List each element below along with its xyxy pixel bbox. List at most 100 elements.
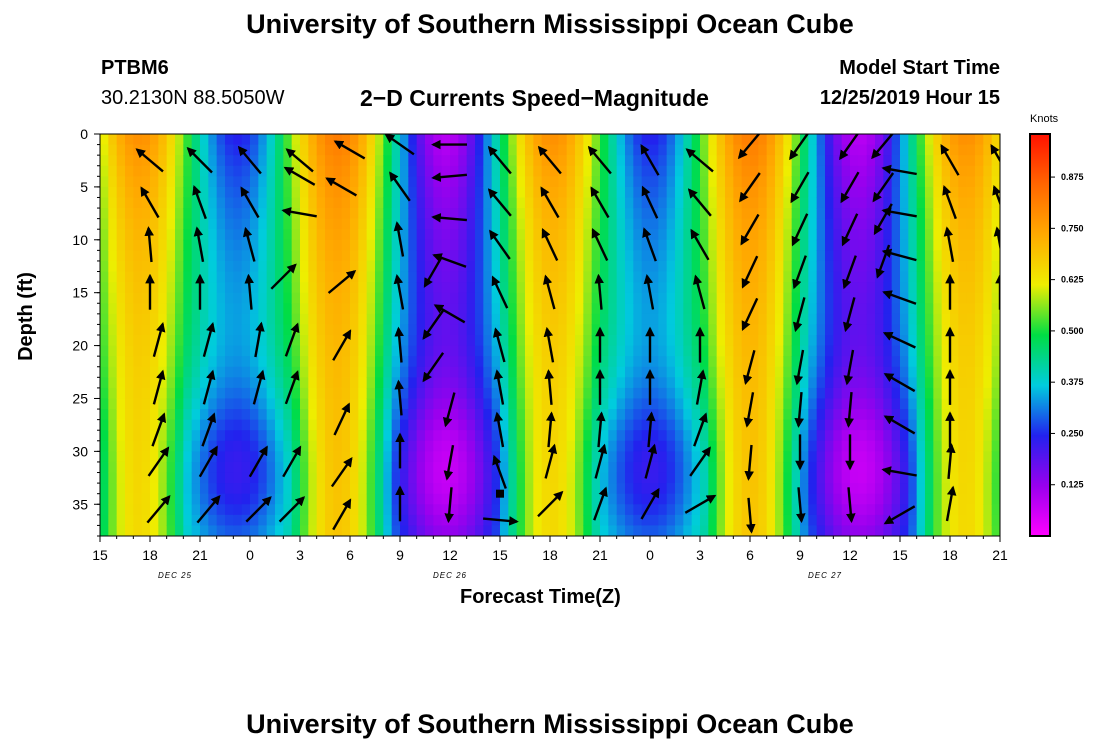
heatmap-cell [916, 366, 926, 378]
heatmap-cell [233, 303, 243, 315]
heatmap-cell [375, 218, 384, 230]
heatmap-cell [508, 525, 518, 536]
heatmap-cell [916, 430, 926, 442]
heatmap-cell [766, 345, 776, 357]
heatmap-cell [366, 186, 376, 199]
heatmap-cells [100, 134, 1000, 536]
heatmap-cell [900, 144, 909, 156]
heatmap-cell [191, 282, 201, 294]
heatmap-cell [841, 345, 851, 357]
heatmap-cell [966, 345, 976, 357]
heatmap-cell [100, 377, 109, 389]
heatmap-cell [283, 271, 293, 283]
heatmap-cell [250, 197, 259, 209]
heatmap-cell [475, 525, 484, 536]
heatmap-cell [958, 514, 968, 527]
heatmap-cell [566, 514, 576, 527]
heatmap-cell [925, 366, 934, 378]
heatmap-cell [616, 387, 626, 400]
heatmap-cell [941, 282, 951, 294]
heatmap-cell [900, 271, 909, 283]
heatmap-cell [733, 472, 743, 484]
heatmap-cell [891, 176, 901, 188]
heatmap-cell [475, 483, 484, 495]
heatmap-cell [891, 218, 901, 230]
heatmap-cell [316, 144, 326, 156]
heatmap-cell [366, 461, 376, 474]
heatmap-cell [533, 282, 543, 294]
heatmap-cell [400, 165, 409, 177]
heatmap-cell [583, 324, 593, 336]
current-arrow [245, 496, 272, 523]
heatmap-cell [600, 356, 609, 368]
heatmap-cell [333, 377, 343, 389]
heatmap-cell [375, 229, 384, 241]
heatmap-cell [550, 451, 559, 463]
heatmap-cell [950, 387, 959, 400]
heatmap-cell [983, 493, 993, 505]
heatmap-cell [833, 387, 843, 400]
heatmap-cell [433, 134, 443, 146]
heatmap-cell [716, 356, 726, 368]
heatmap-cell [183, 186, 193, 199]
heatmap-cell [483, 356, 493, 368]
heatmap-cell [900, 197, 909, 209]
heatmap-cell [608, 514, 618, 527]
heatmap-cell [941, 451, 951, 463]
heatmap-cell [925, 419, 934, 431]
heatmap-cell [483, 292, 493, 304]
heatmap-cell [366, 144, 376, 156]
heatmap-cell [516, 144, 526, 156]
heatmap-cell [641, 377, 651, 389]
heatmap-cell [908, 335, 918, 347]
heatmap-cell [766, 335, 776, 347]
current-arrow [444, 487, 454, 524]
heatmap-cell [175, 260, 184, 273]
heatmap-cell [633, 461, 643, 474]
heatmap-cell [633, 218, 643, 230]
heatmap-cell [783, 176, 793, 188]
heatmap-cell [241, 239, 251, 251]
heatmap-cell [325, 366, 334, 378]
heatmap-cell [750, 218, 759, 230]
heatmap-cell [558, 134, 568, 146]
heatmap-cell [916, 260, 926, 273]
heatmap-cell [375, 525, 384, 536]
heatmap-cell [166, 525, 176, 536]
heatmap-cell [908, 165, 918, 177]
heatmap-cell [116, 313, 126, 326]
heatmap-cell [425, 345, 434, 357]
heatmap-cell [333, 197, 343, 209]
heatmap-cell [458, 313, 468, 326]
heatmap-cell [716, 525, 726, 536]
heatmap-cell [750, 377, 759, 389]
current-arrow [198, 445, 218, 478]
heatmap-cell [683, 461, 693, 474]
heatmap-cell [916, 176, 926, 188]
heatmap-cell [783, 229, 793, 241]
heatmap-cell [533, 366, 543, 378]
heatmap-cell [883, 229, 893, 241]
heatmap-cell [166, 461, 176, 474]
current-arrow [739, 172, 761, 203]
heatmap-cell [333, 260, 343, 273]
heatmap-cell [216, 525, 226, 536]
heatmap-cell [766, 303, 776, 315]
heatmap-cell [100, 134, 109, 146]
heatmap-cell [266, 155, 276, 167]
heatmap-cell [700, 504, 709, 516]
heatmap-cell [200, 144, 209, 156]
heatmap-cell [808, 155, 818, 167]
heatmap-cell [400, 387, 409, 400]
heatmap-cell [650, 472, 659, 484]
heatmap-cell [416, 324, 426, 336]
heatmap-cell [708, 504, 718, 516]
heatmap-cell [850, 303, 859, 315]
heatmap-cell [358, 324, 368, 336]
heatmap-cell [133, 303, 143, 315]
heatmap-cell [225, 461, 234, 474]
heatmap-cell [150, 176, 159, 188]
heatmap-cell [875, 292, 884, 304]
heatmap-cell [908, 461, 918, 474]
heatmap-cell [958, 229, 968, 241]
